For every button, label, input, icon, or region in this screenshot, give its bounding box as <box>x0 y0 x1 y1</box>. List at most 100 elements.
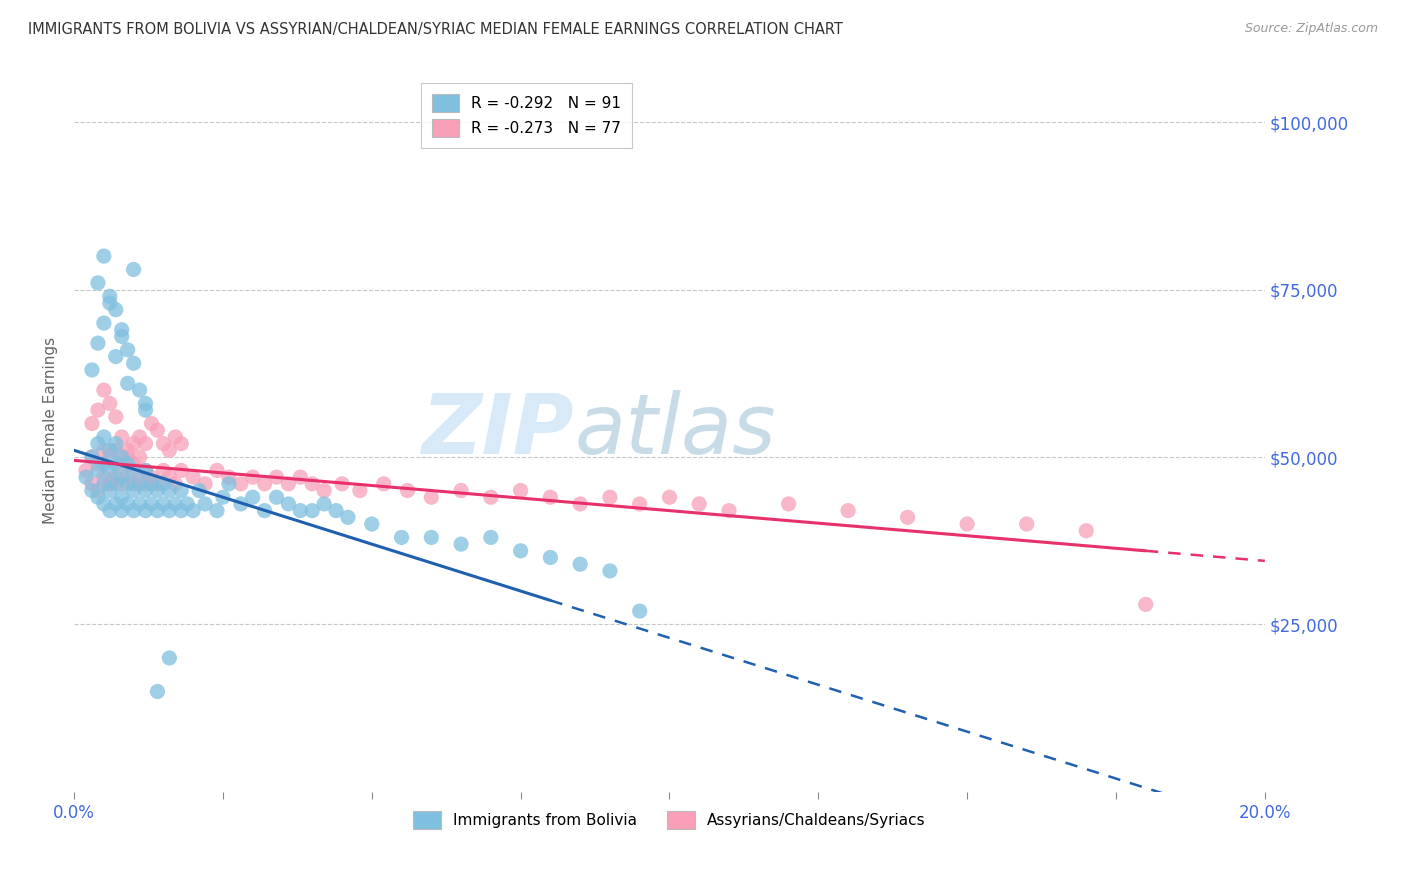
Point <box>509 483 531 498</box>
Point <box>75 470 97 484</box>
Point <box>301 503 323 517</box>
Point <box>778 497 800 511</box>
Point <box>146 483 169 498</box>
Point <box>128 450 150 464</box>
Point <box>93 443 115 458</box>
Point <box>98 476 121 491</box>
Point <box>181 470 204 484</box>
Point <box>165 476 187 491</box>
Y-axis label: Median Female Earnings: Median Female Earnings <box>44 336 58 524</box>
Point <box>170 463 193 477</box>
Point <box>170 436 193 450</box>
Point <box>122 476 145 491</box>
Point <box>1015 516 1038 531</box>
Point <box>117 376 139 391</box>
Point <box>146 476 169 491</box>
Point <box>146 423 169 437</box>
Point <box>98 450 121 464</box>
Point <box>117 470 139 484</box>
Point <box>325 503 347 517</box>
Point <box>450 483 472 498</box>
Point <box>396 483 419 498</box>
Point <box>135 483 157 498</box>
Point <box>141 497 163 511</box>
Point <box>181 503 204 517</box>
Text: IMMIGRANTS FROM BOLIVIA VS ASSYRIAN/CHALDEAN/SYRIAC MEDIAN FEMALE EARNINGS CORRE: IMMIGRANTS FROM BOLIVIA VS ASSYRIAN/CHAL… <box>28 22 844 37</box>
Point <box>135 403 157 417</box>
Point <box>98 289 121 303</box>
Point <box>111 476 134 491</box>
Point <box>420 530 443 544</box>
Point <box>122 436 145 450</box>
Point <box>152 497 174 511</box>
Point <box>111 323 134 337</box>
Point <box>152 463 174 477</box>
Point <box>98 396 121 410</box>
Point <box>128 430 150 444</box>
Point <box>218 470 240 484</box>
Point <box>266 490 288 504</box>
Point <box>135 463 157 477</box>
Point <box>170 503 193 517</box>
Point <box>93 470 115 484</box>
Point <box>98 503 121 517</box>
Point <box>157 443 180 458</box>
Point <box>104 497 127 511</box>
Point <box>98 443 121 458</box>
Point <box>956 516 979 531</box>
Point <box>1076 524 1098 538</box>
Point <box>104 457 127 471</box>
Point <box>170 483 193 498</box>
Point <box>599 564 621 578</box>
Point <box>87 436 110 450</box>
Point <box>450 537 472 551</box>
Point <box>93 430 115 444</box>
Point <box>128 383 150 397</box>
Point <box>509 544 531 558</box>
Point <box>837 503 859 517</box>
Point <box>122 356 145 370</box>
Point <box>277 497 299 511</box>
Point <box>98 463 121 477</box>
Point <box>146 503 169 517</box>
Point <box>242 470 264 484</box>
Point <box>104 470 127 484</box>
Point <box>569 558 592 572</box>
Point <box>218 476 240 491</box>
Point <box>87 336 110 351</box>
Point <box>165 430 187 444</box>
Point <box>80 450 103 464</box>
Point <box>301 476 323 491</box>
Point <box>229 476 252 491</box>
Point <box>205 503 228 517</box>
Point <box>135 503 157 517</box>
Point <box>122 503 145 517</box>
Point <box>93 457 115 471</box>
Point <box>122 262 145 277</box>
Point <box>205 463 228 477</box>
Point <box>104 476 127 491</box>
Point <box>104 350 127 364</box>
Point <box>146 684 169 698</box>
Point <box>277 476 299 491</box>
Point <box>80 363 103 377</box>
Point <box>111 503 134 517</box>
Point <box>229 497 252 511</box>
Point <box>628 497 651 511</box>
Point <box>290 470 312 484</box>
Point <box>157 503 180 517</box>
Point <box>152 436 174 450</box>
Point <box>717 503 740 517</box>
Point <box>141 476 163 491</box>
Point <box>104 436 127 450</box>
Point <box>93 383 115 397</box>
Point <box>330 476 353 491</box>
Point <box>117 450 139 464</box>
Point <box>176 497 198 511</box>
Point <box>141 470 163 484</box>
Point <box>87 483 110 498</box>
Point <box>266 470 288 484</box>
Point <box>117 476 139 491</box>
Point <box>135 436 157 450</box>
Point <box>1135 598 1157 612</box>
